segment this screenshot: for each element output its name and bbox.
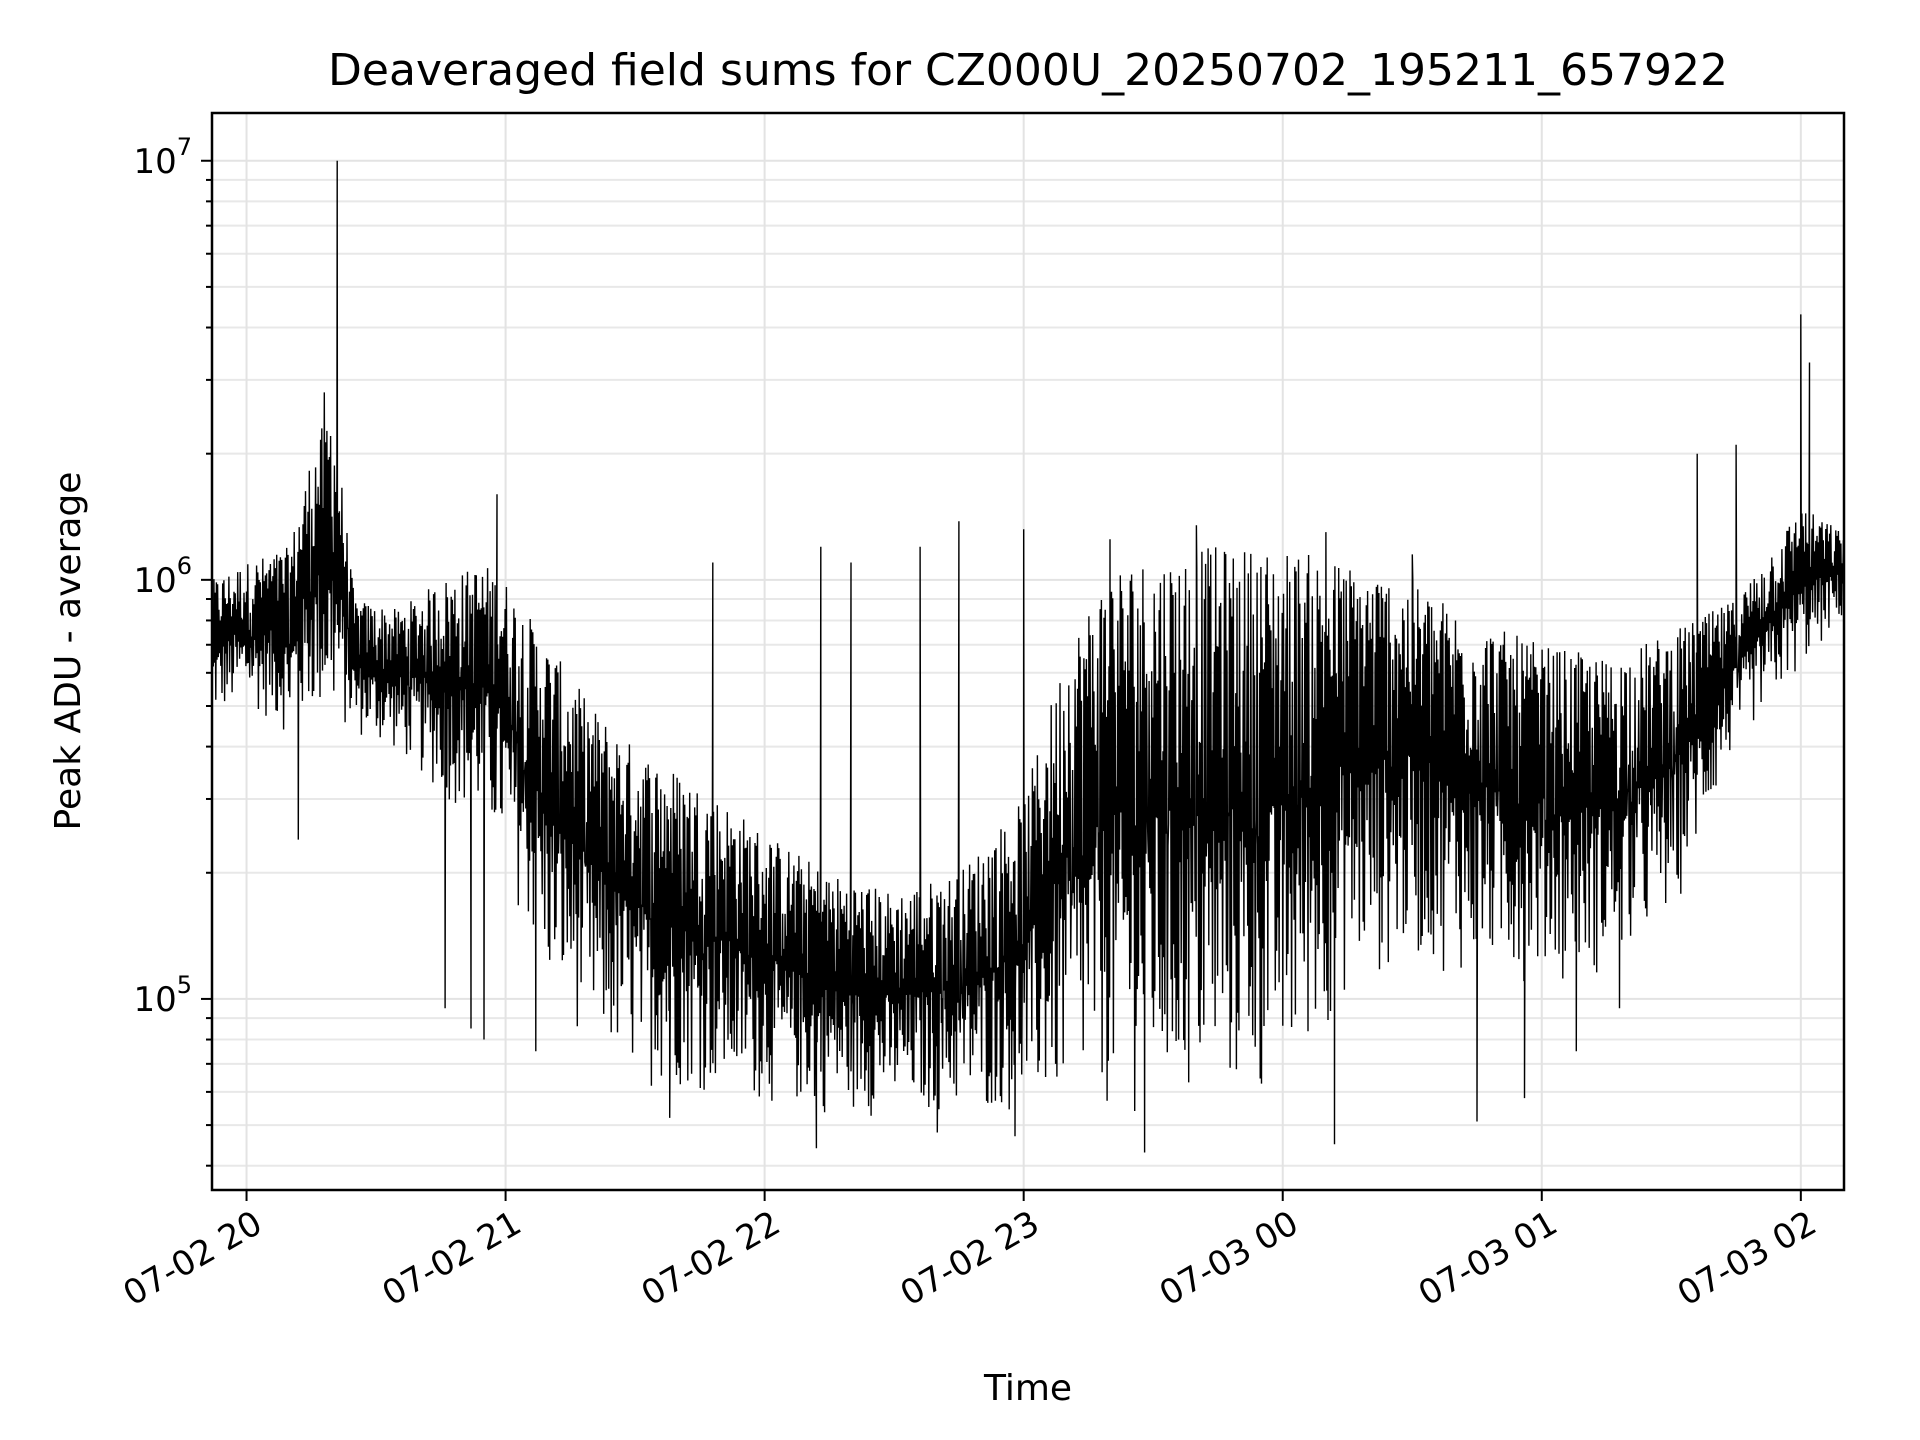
y-tick-label: 106 xyxy=(133,552,192,601)
x-axis-label: Time xyxy=(983,1368,1072,1409)
y-axis-label: Peak ADU - average xyxy=(48,472,89,831)
plot-frame xyxy=(210,111,1846,1192)
y-tick-label: 105 xyxy=(133,971,192,1020)
chart-title: Deaveraged field sums for CZ000U_2025070… xyxy=(328,45,1728,96)
y-tick-label: 107 xyxy=(133,133,192,182)
data-series xyxy=(212,160,1844,1153)
series-line xyxy=(212,160,1844,1153)
